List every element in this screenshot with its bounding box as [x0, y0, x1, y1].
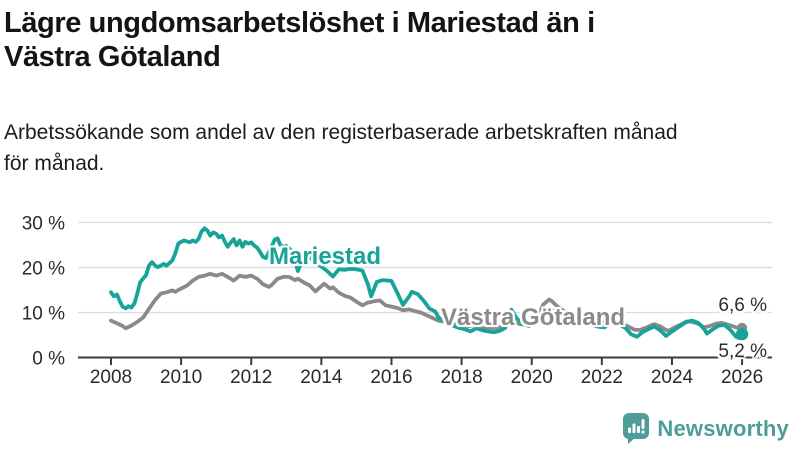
page-title: Lägre ungdomsarbetslöshet i Mariestad än… — [4, 6, 796, 74]
x-axis-label-2026: 2026 — [721, 367, 763, 388]
x-axis-label-2008: 2008 — [90, 367, 132, 388]
mariestad-end-dot — [735, 327, 749, 341]
end-value-label-vastra-gotaland: 6,6 % — [718, 295, 767, 316]
series-label-vastra-gotaland: Västra Götaland — [440, 304, 626, 331]
x-axis-label-2022: 2022 — [581, 367, 623, 388]
x-axis-label-2024: 2024 — [651, 367, 694, 388]
x-axis-label-2012: 2012 — [230, 367, 272, 388]
x-axis-label-2016: 2016 — [370, 367, 412, 388]
y-axis-label-20: 20 % — [22, 259, 65, 280]
x-axis-label-2010: 2010 — [160, 367, 202, 388]
newsworthy-logo-text: Newsworthy — [657, 416, 789, 441]
y-axis-label-30: 30 % — [22, 214, 65, 235]
x-axis-label-2020: 2020 — [511, 367, 553, 388]
page-title-line-1: Lägre ungdomsarbetslöshet i Mariestad än… — [4, 7, 595, 39]
mariestad-line — [109, 226, 744, 341]
chart-header: Lägre ungdomsarbetslöshet i Mariestad än… — [4, 6, 796, 74]
chart-subtitle-line-1: Arbetssökande som andel av den registerb… — [4, 121, 678, 144]
chart-subtitle-line-2: för månad. — [4, 152, 105, 175]
newsworthy-logo: Newsworthy — [623, 413, 789, 445]
y-axis-label-0: 0 % — [32, 349, 65, 370]
page-title-line-2: Västra Götaland — [4, 41, 221, 73]
y-axis-label-10: 10 % — [22, 304, 65, 325]
series-label-mariestad: Mariestad — [268, 243, 382, 270]
x-axis-label-2018: 2018 — [440, 367, 482, 388]
newsworthy-logo-icon — [623, 413, 650, 444]
vastra-gotaland-line — [109, 271, 744, 333]
chart-subtitle: Arbetssökande som andel av den registerb… — [4, 117, 796, 179]
end-value-label-mariestad: 5,2 % — [718, 341, 767, 362]
x-axis-label-2014: 2014 — [300, 367, 343, 388]
